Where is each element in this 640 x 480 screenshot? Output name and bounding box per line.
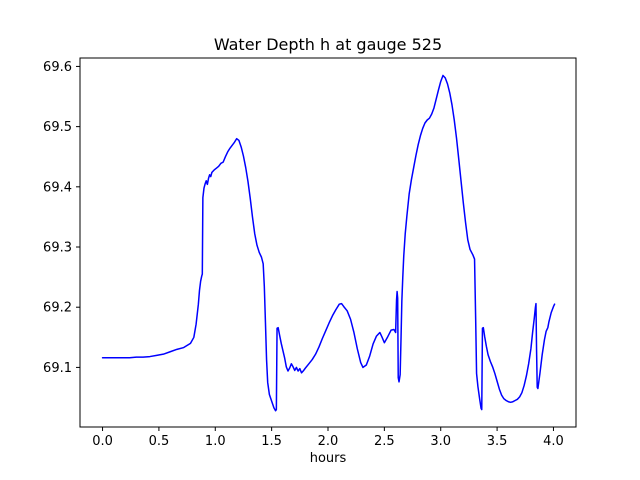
tick-marks — [76, 65, 554, 431]
water-depth-line — [101, 74, 556, 412]
y-tick-label: 69.5 — [43, 120, 72, 135]
tick-labels: 0.0 0.5 1.0 1.5 2.0 2.5 3.0 3.5 4.0 69.1 69.2 69.3 6… — [43, 60, 564, 449]
x-tick-label: 4.0 — [543, 434, 564, 449]
x-tick-label: 0.0 — [92, 434, 113, 449]
x-tick-label: 2.0 — [318, 434, 339, 449]
x-tick-label: 1.0 — [205, 434, 226, 449]
y-tick-label: 69.6 — [43, 60, 72, 75]
y-tick-label: 69.2 — [43, 301, 72, 316]
y-tick-label: 69.3 — [43, 241, 72, 256]
chart-title: Water Depth h at gauge 525 — [214, 35, 442, 54]
x-axis-label: hours — [310, 451, 347, 466]
x-tick-label: 2.5 — [374, 434, 395, 449]
x-tick-label: 0.5 — [149, 434, 170, 449]
x-tick-label: 3.5 — [487, 434, 508, 449]
axes — [79, 57, 577, 428]
x-tick-label: 3.0 — [430, 434, 451, 449]
y-tick-label: 69.1 — [43, 361, 72, 376]
x-tick-label: 1.5 — [261, 434, 282, 449]
y-tick-label: 69.4 — [43, 180, 72, 195]
data-series — [101, 74, 556, 412]
plot-border — [79, 57, 577, 428]
